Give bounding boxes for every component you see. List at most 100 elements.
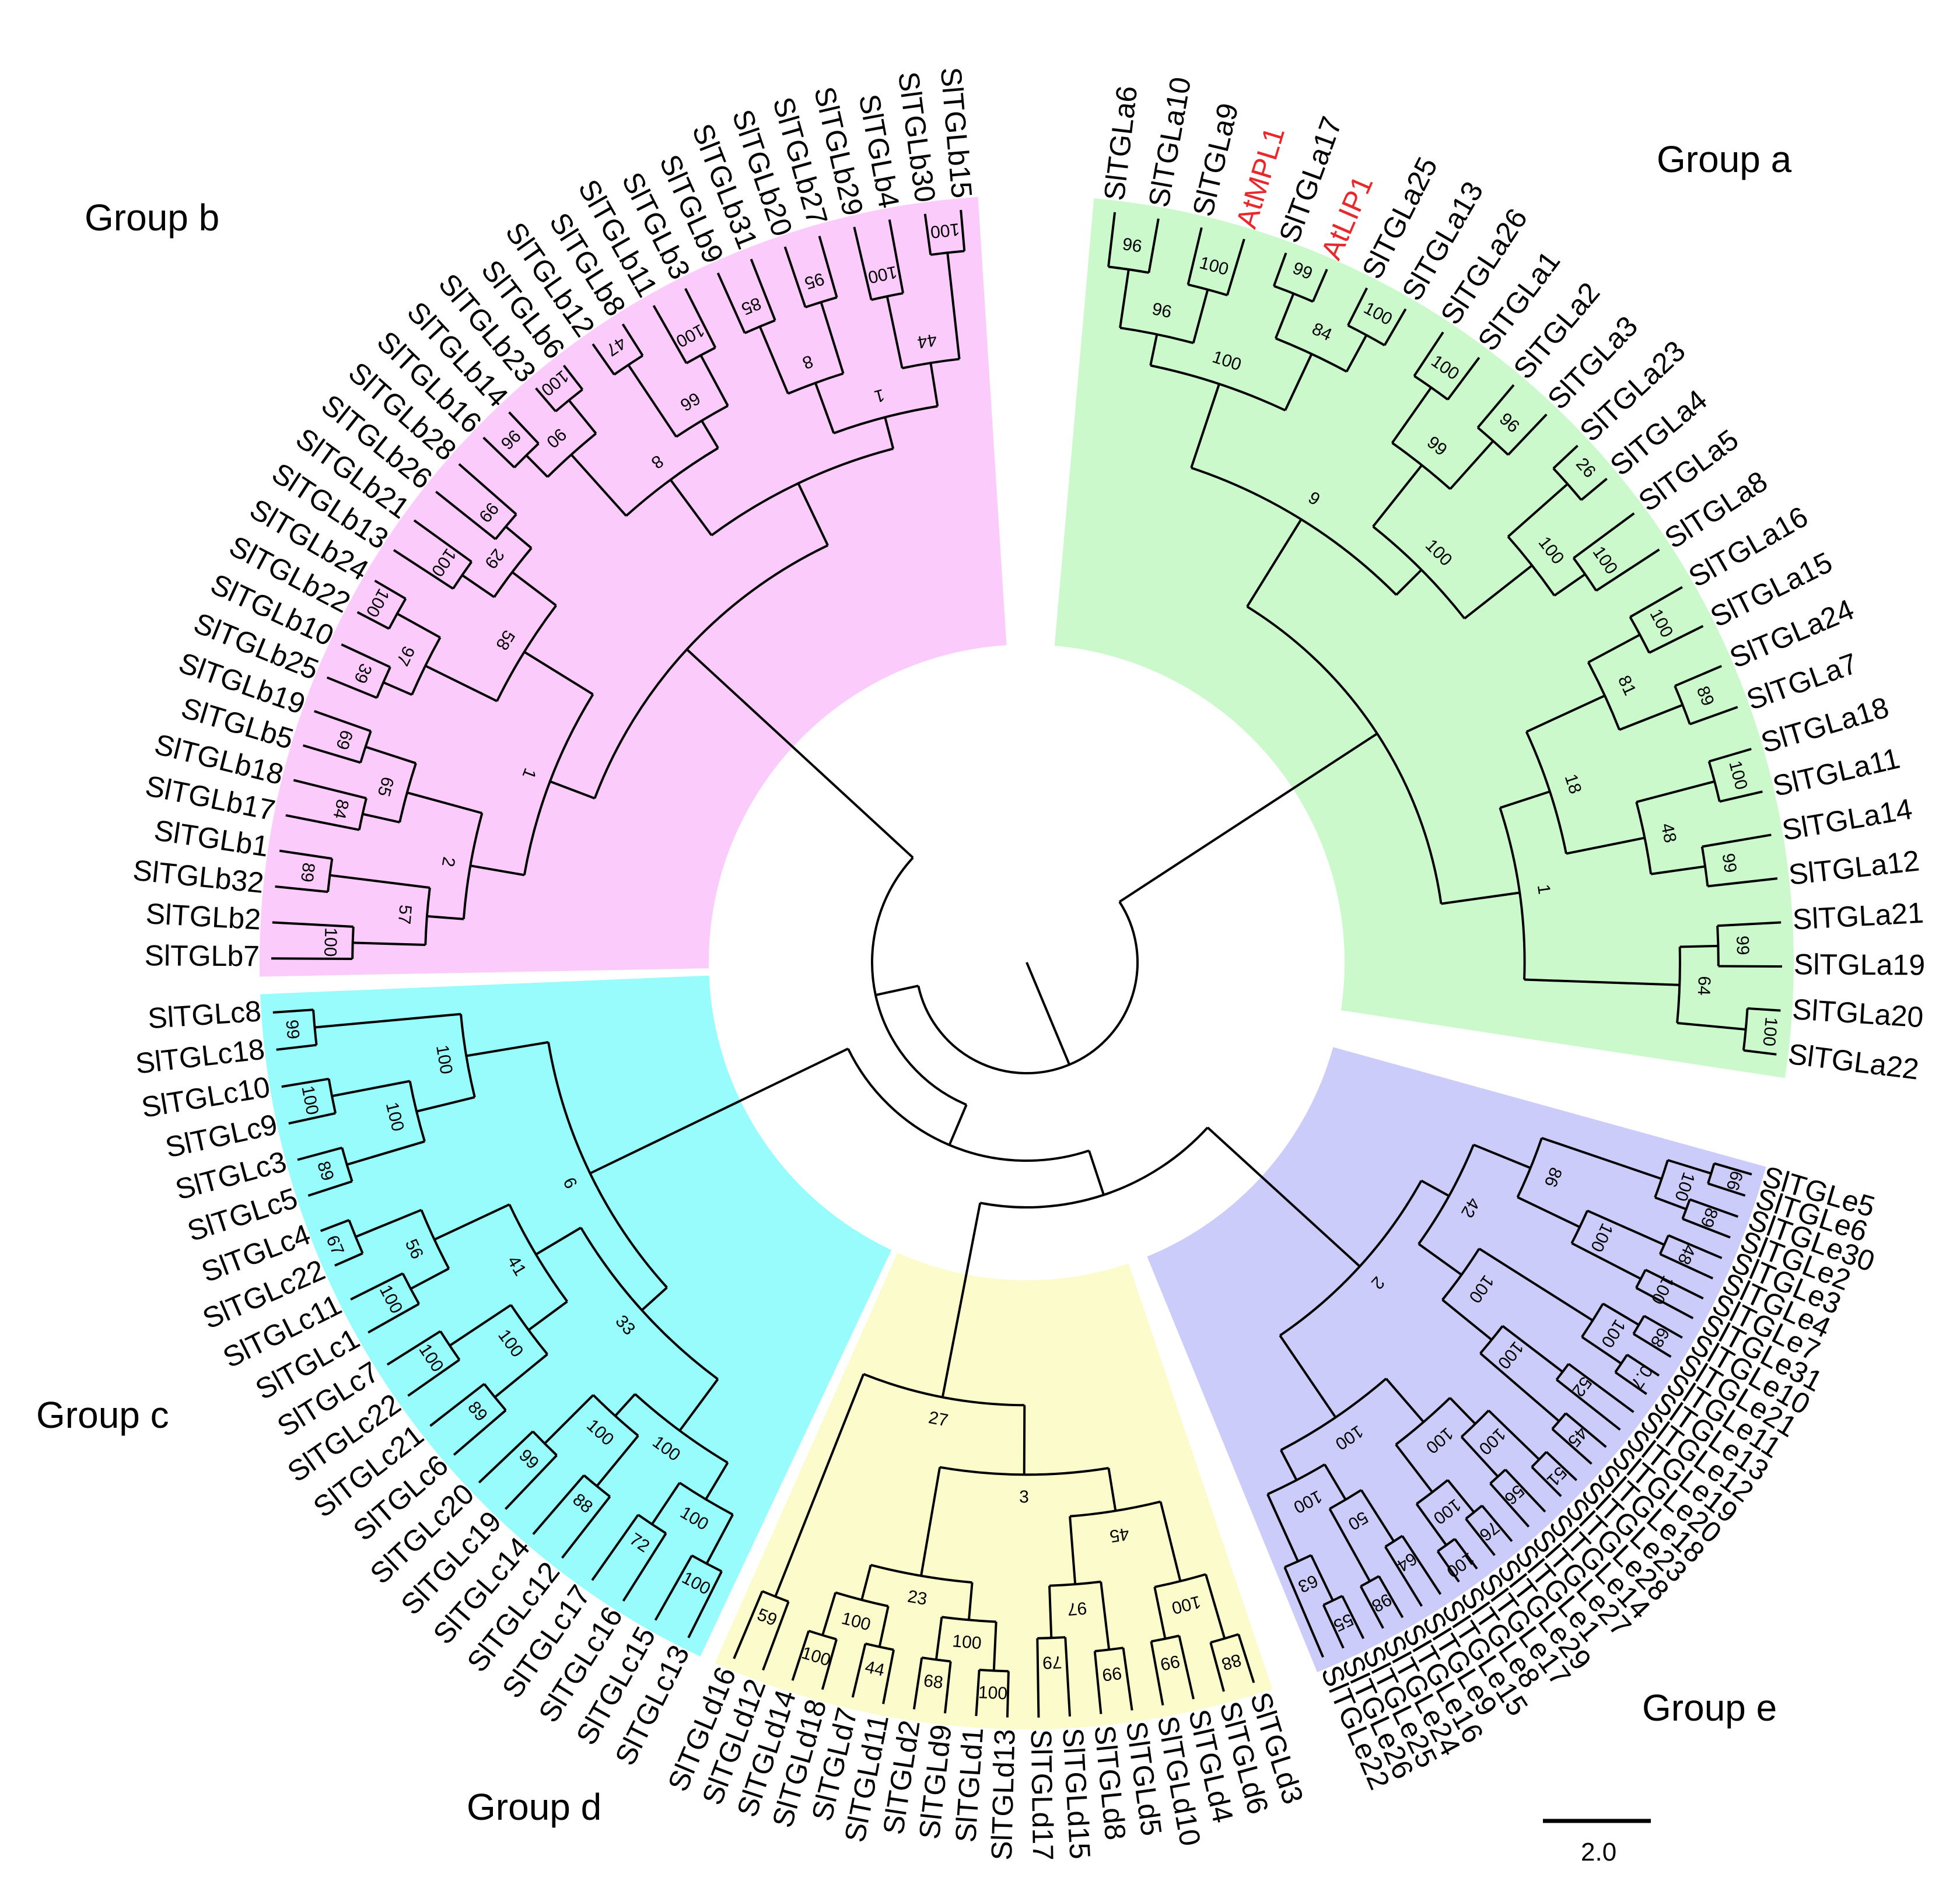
branch-arc [942, 1616, 996, 1623]
branch [1036, 1638, 1040, 1718]
leaf-labels: SlTGLa6SlTGLa10SlTGLa9AtMPL1SlTGLa17AtLI… [131, 66, 1925, 1861]
branch [1709, 748, 1752, 763]
branch [350, 1272, 404, 1301]
branch-arc [1284, 1554, 1312, 1568]
branch [330, 874, 430, 889]
branch [365, 745, 416, 765]
group-c-wedge [260, 975, 892, 1657]
branch [716, 272, 746, 334]
branch-arc [685, 346, 716, 365]
branch [1507, 483, 1569, 538]
branch [1567, 1362, 1634, 1413]
branch [1689, 1198, 1739, 1218]
leaf-label: SlTGLa10 [1142, 75, 1197, 209]
branch-arc [865, 1642, 894, 1651]
branch [1328, 1508, 1371, 1582]
branch-arc [1658, 1235, 1670, 1255]
branch [591, 1514, 639, 1581]
branch [733, 1591, 764, 1659]
branch-arc [1707, 761, 1721, 802]
backbone-arc [917, 901, 1139, 1074]
backbone-branch [948, 1104, 968, 1146]
branch [1441, 891, 1520, 905]
branch [523, 650, 594, 696]
branch [1272, 253, 1287, 287]
branch-arc [833, 405, 938, 435]
branch [570, 454, 627, 517]
branch-arc [1461, 1409, 1490, 1438]
branch [1341, 1595, 1365, 1640]
branch-arc [871, 292, 904, 302]
branch [352, 941, 426, 947]
branch-arc [1416, 1479, 1449, 1505]
branch [1629, 586, 1683, 618]
branch [1566, 836, 1645, 855]
branch [886, 296, 904, 369]
branch [1689, 706, 1738, 726]
backbone-branch [941, 1202, 982, 1397]
branch [478, 1430, 534, 1484]
branch-arc [388, 598, 407, 629]
branch [532, 1474, 585, 1535]
branch [1209, 1642, 1225, 1692]
branch-arc [1555, 1363, 1570, 1381]
branch [1447, 356, 1480, 401]
branch [1602, 1302, 1640, 1326]
group-a-label: Group a [1657, 138, 1792, 180]
branch [279, 849, 332, 860]
branch [1006, 1671, 1010, 1718]
branch [1481, 1505, 1513, 1542]
branch [482, 436, 516, 468]
branch-arc [921, 1656, 951, 1663]
bootstrap-label: 99 [282, 1019, 303, 1040]
branch [410, 1267, 450, 1290]
branch [470, 864, 525, 877]
branch-arc [460, 1014, 476, 1098]
backbone-branch [589, 1048, 849, 1175]
branch [783, 246, 807, 308]
branch [935, 1617, 943, 1660]
bootstrap-label: 100 [320, 927, 340, 957]
bootstrap-label: 100 [978, 1683, 1008, 1703]
branch [621, 323, 644, 356]
branch [307, 1180, 353, 1197]
branch [1707, 877, 1778, 888]
backbone-branch [875, 985, 919, 996]
branch [791, 1630, 810, 1681]
branch [1489, 1483, 1530, 1528]
bootstrap-label: 100 [951, 1631, 982, 1653]
branch-arc [532, 1430, 558, 1456]
branch [562, 365, 584, 391]
backbone-branch [1088, 1150, 1105, 1196]
branch [1654, 1196, 1687, 1210]
branch [1310, 1554, 1334, 1601]
branch [1266, 1494, 1299, 1562]
branch [860, 1564, 872, 1600]
bootstrap-label: 1 [1534, 883, 1554, 895]
branch [1619, 703, 1684, 731]
branch [1564, 1412, 1607, 1448]
branch [1633, 1333, 1672, 1358]
branch [341, 643, 391, 668]
bootstrap-label: 57 [394, 904, 415, 925]
leaf-label: SlTGLc8 [147, 994, 262, 1035]
branch [1507, 414, 1548, 456]
branch [627, 364, 677, 437]
branch [1552, 444, 1578, 470]
branch [1581, 1336, 1622, 1365]
branch [334, 1252, 363, 1267]
branch-arc [1581, 1303, 1604, 1338]
scale-bar: 2.0 [1543, 1819, 1651, 1866]
branch [774, 1374, 865, 1598]
branch [1100, 1581, 1111, 1650]
branch [393, 549, 454, 590]
branch-arc [835, 1591, 889, 1607]
group-e-label: Group e [1642, 1687, 1777, 1729]
branch [1093, 1651, 1102, 1714]
branch [271, 957, 353, 960]
branch-arc [808, 1630, 837, 1641]
branch [1676, 1022, 1746, 1031]
branch [1674, 665, 1722, 687]
branch [1237, 1634, 1255, 1683]
branch [425, 664, 498, 702]
